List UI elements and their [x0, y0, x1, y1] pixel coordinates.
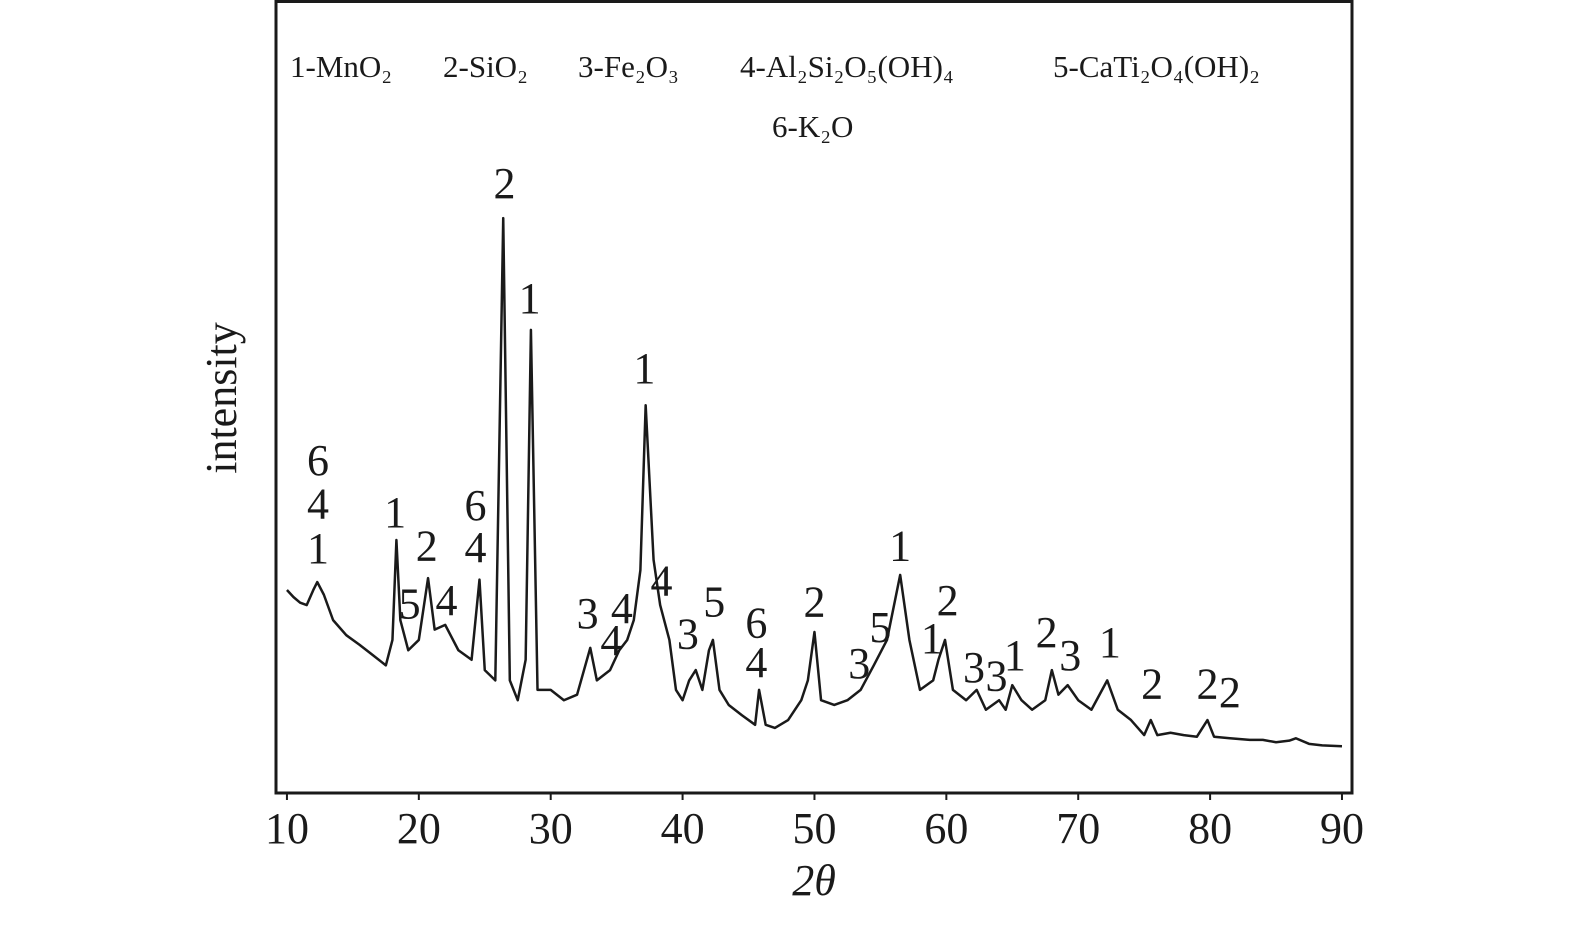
x-tick-label: 30	[529, 804, 573, 853]
peak-label: 1	[307, 524, 329, 573]
peak-label: 3	[985, 651, 1007, 700]
x-tick-label: 70	[1056, 804, 1100, 853]
peak-label: 2	[1141, 659, 1163, 708]
peak-label: 6	[307, 436, 329, 485]
peak-label: 4	[465, 523, 487, 572]
peak-label: 6	[465, 481, 487, 530]
peak-label: 5	[399, 579, 421, 628]
peak-label: 4	[611, 584, 633, 633]
y-axis-label: intensity	[197, 322, 246, 474]
x-tick-label: 40	[661, 804, 705, 853]
peak-label: 6	[745, 598, 767, 647]
peak-label: 3	[848, 639, 870, 688]
peak-label: 4	[745, 638, 767, 687]
x-tick-label: 20	[397, 804, 441, 853]
peak-label: 2	[937, 576, 959, 625]
peak-label: 3	[963, 643, 985, 692]
peak-label: 2	[494, 159, 516, 208]
x-tick-label: 80	[1188, 804, 1232, 853]
peak-label: 2	[416, 521, 438, 570]
peak-label: 3	[1059, 631, 1081, 680]
peak-label: 2	[1219, 668, 1241, 717]
x-tick-label: 10	[265, 804, 309, 853]
peak-label: 1	[633, 344, 655, 393]
peak-label: 3	[677, 609, 699, 658]
legend-item: 1-MnO₂	[290, 49, 392, 84]
peak-label: 3	[577, 589, 599, 638]
peak-label: 4	[650, 556, 672, 605]
x-tick-label: 50	[792, 804, 836, 853]
legend-item: 4-Al₂Si₂O₅(OH)₄	[740, 49, 954, 84]
peak-label: 1	[519, 274, 541, 323]
peak-label: 2	[1196, 659, 1218, 708]
x-tick-label: 90	[1320, 804, 1364, 853]
peak-label: 1	[889, 521, 911, 570]
xrd-line	[286, 216, 1343, 748]
legend-item: 6-K₂O	[772, 109, 853, 144]
peak-label: 4	[307, 479, 329, 528]
peak-label: 1	[1099, 618, 1121, 667]
x-tick-label: 60	[924, 804, 968, 853]
legend-item: 2-SiO₂	[443, 49, 528, 84]
peak-label: 2	[1036, 608, 1058, 657]
x-axis-label: 2θ	[792, 856, 836, 905]
peak-label: 5	[703, 578, 725, 627]
peak-label: 1	[921, 614, 943, 663]
peak-label: 4	[600, 616, 622, 665]
peak-label: 2	[803, 578, 825, 627]
legend-item: 3-Fe₂O₃	[578, 49, 679, 84]
peak-label: 4	[436, 576, 458, 625]
peak-label: 1	[1004, 631, 1026, 680]
peak-label: 5	[869, 603, 891, 652]
legend-item: 5-CaTi₂O₄(OH)₂	[1053, 49, 1260, 84]
peak-label: 1	[384, 488, 406, 537]
